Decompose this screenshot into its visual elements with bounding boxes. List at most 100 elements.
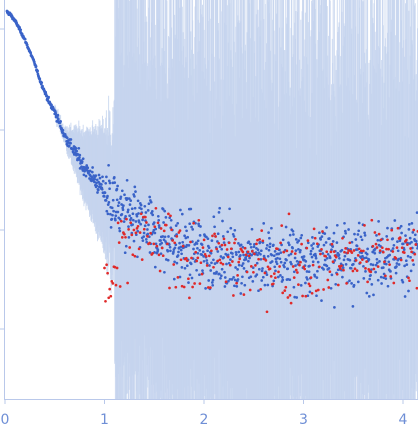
data-point-outlier bbox=[289, 301, 293, 305]
data-point-outlier bbox=[274, 276, 277, 280]
data-point-outlier bbox=[202, 238, 206, 242]
data-point-experimental bbox=[154, 227, 158, 231]
data-point-experimental bbox=[281, 278, 285, 282]
data-point-outlier bbox=[286, 296, 290, 299]
data-point-outlier bbox=[277, 270, 280, 274]
data-point-outlier bbox=[160, 246, 164, 250]
data-point-experimental bbox=[310, 244, 313, 247]
data-point-outlier bbox=[394, 257, 398, 260]
data-point-outlier bbox=[308, 284, 312, 288]
data-point-outlier bbox=[386, 238, 389, 242]
data-point-experimental bbox=[361, 254, 364, 258]
data-point-outlier bbox=[137, 247, 141, 251]
data-point-experimental bbox=[101, 179, 105, 183]
data-point-outlier bbox=[105, 263, 108, 267]
data-point-experimental bbox=[365, 291, 369, 295]
data-point-experimental bbox=[265, 273, 269, 277]
data-point-experimental bbox=[222, 256, 226, 259]
data-point-experimental bbox=[223, 276, 227, 279]
data-point-experimental bbox=[230, 278, 234, 281]
data-point-experimental bbox=[287, 243, 291, 247]
data-point-experimental bbox=[105, 209, 109, 213]
data-point-experimental bbox=[104, 181, 108, 185]
data-point-experimental bbox=[292, 233, 295, 236]
data-point-outlier bbox=[402, 251, 406, 254]
data-point-experimental bbox=[113, 181, 117, 184]
data-point-experimental bbox=[112, 176, 116, 179]
data-point-experimental bbox=[137, 212, 140, 215]
data-point-outlier bbox=[281, 291, 285, 295]
data-point-outlier bbox=[129, 221, 133, 225]
data-point-experimental bbox=[19, 28, 23, 32]
data-point-experimental bbox=[95, 178, 99, 182]
data-point-outlier bbox=[171, 239, 174, 242]
data-point-experimental bbox=[364, 270, 367, 273]
data-point-outlier bbox=[194, 250, 198, 254]
data-point-experimental bbox=[216, 250, 220, 253]
data-point-experimental bbox=[268, 245, 272, 249]
x-tick-label: 0 bbox=[1, 412, 10, 428]
data-point-experimental bbox=[116, 210, 120, 214]
data-point-experimental bbox=[235, 285, 239, 288]
data-point-experimental bbox=[180, 252, 183, 256]
data-point-outlier bbox=[305, 246, 309, 250]
data-point-experimental bbox=[259, 252, 262, 256]
data-point-experimental bbox=[348, 279, 351, 283]
data-point-experimental bbox=[141, 239, 145, 242]
data-point-experimental bbox=[221, 219, 224, 223]
data-point-outlier bbox=[335, 272, 339, 276]
data-point-experimental bbox=[147, 202, 151, 206]
data-point-experimental bbox=[279, 274, 282, 277]
data-point-experimental bbox=[80, 165, 83, 169]
data-point-outlier bbox=[140, 258, 144, 261]
data-point-experimental bbox=[394, 271, 398, 275]
data-point-experimental bbox=[156, 248, 160, 252]
data-point-outlier bbox=[209, 286, 212, 289]
data-point-experimental bbox=[360, 238, 364, 242]
data-point-experimental bbox=[180, 212, 184, 216]
data-point-outlier bbox=[175, 235, 179, 238]
data-point-experimental bbox=[257, 289, 260, 293]
data-point-outlier bbox=[389, 275, 393, 278]
data-point-experimental bbox=[344, 231, 348, 235]
data-point-experimental bbox=[302, 255, 306, 258]
data-point-experimental bbox=[341, 266, 345, 270]
data-point-experimental bbox=[93, 177, 97, 181]
data-point-experimental bbox=[315, 294, 318, 298]
data-point-experimental bbox=[227, 261, 231, 265]
data-point-outlier bbox=[374, 242, 378, 246]
data-point-experimental bbox=[163, 209, 167, 213]
data-point-outlier bbox=[409, 247, 412, 250]
data-point-experimental bbox=[200, 243, 204, 246]
data-point-experimental bbox=[137, 220, 141, 224]
data-point-experimental bbox=[124, 244, 128, 248]
data-point-experimental bbox=[393, 219, 397, 222]
data-point-experimental bbox=[237, 242, 240, 245]
data-point-experimental bbox=[225, 262, 228, 266]
data-point-outlier bbox=[212, 265, 215, 269]
data-point-experimental bbox=[414, 239, 418, 243]
data-point-experimental bbox=[202, 259, 206, 263]
data-point-outlier bbox=[359, 249, 363, 253]
data-point-experimental bbox=[294, 249, 298, 252]
data-point-experimental bbox=[153, 231, 157, 235]
data-point-experimental bbox=[174, 224, 178, 227]
data-point-experimental bbox=[193, 243, 197, 246]
data-point-experimental bbox=[117, 201, 121, 204]
data-point-experimental bbox=[180, 266, 184, 269]
data-point-experimental bbox=[267, 248, 271, 252]
data-point-experimental bbox=[185, 243, 189, 247]
data-point-experimental bbox=[226, 230, 230, 234]
data-point-outlier bbox=[365, 260, 368, 263]
data-point-outlier bbox=[149, 231, 152, 235]
data-point-outlier bbox=[247, 254, 251, 258]
data-point-experimental bbox=[168, 245, 172, 249]
data-point-experimental bbox=[292, 285, 296, 289]
data-point-experimental bbox=[81, 157, 85, 161]
error-bars-layer bbox=[54, 0, 418, 399]
data-point-experimental bbox=[308, 264, 311, 268]
data-point-outlier bbox=[155, 244, 159, 248]
data-point-experimental bbox=[342, 258, 346, 262]
data-point-experimental bbox=[222, 241, 226, 244]
data-point-experimental bbox=[223, 270, 226, 274]
